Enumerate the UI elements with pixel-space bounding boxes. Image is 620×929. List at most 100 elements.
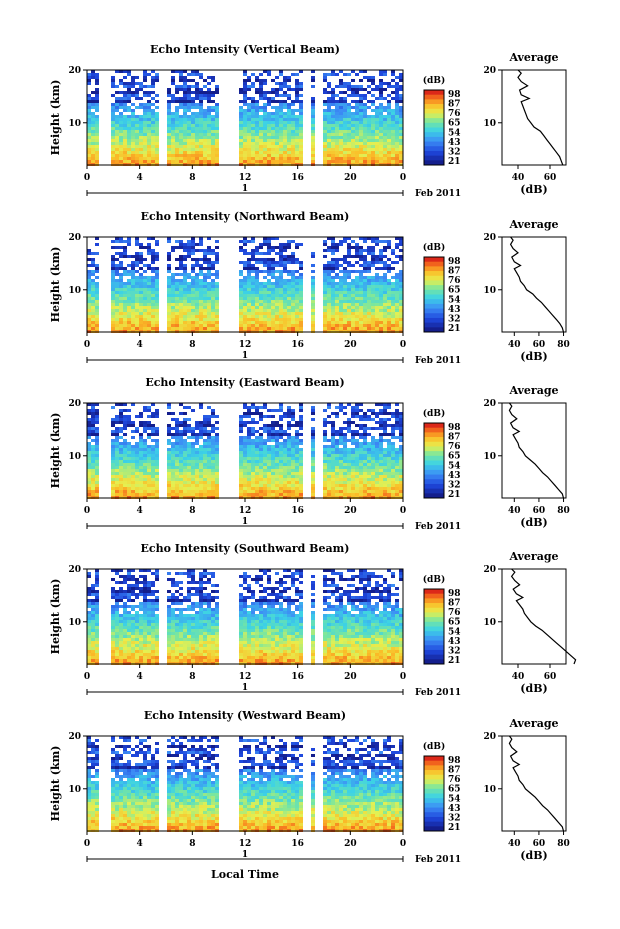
heatmap-cell [167, 121, 171, 124]
heatmap-cell [207, 127, 211, 130]
heatmap-cell [331, 439, 335, 442]
heatmap-cell [359, 409, 363, 412]
heatmap-cell [87, 115, 91, 118]
heatmap-cell [139, 246, 143, 249]
heatmap-cell [367, 127, 371, 130]
heatmap-cell [167, 154, 171, 157]
heatmap-cell [355, 285, 359, 288]
heatmap-cell [187, 315, 191, 318]
heatmap-cell [175, 457, 179, 460]
heatmap-cell [207, 285, 211, 288]
heatmap-cell [323, 130, 327, 133]
heatmap-cell [375, 142, 379, 145]
heatmap-cell [339, 297, 343, 300]
heatmap-cell [187, 481, 191, 484]
heatmap-cell [299, 306, 303, 309]
heatmap-cell [335, 288, 339, 291]
heatmap-cell [115, 145, 119, 148]
heatmap-cell [199, 445, 203, 448]
heatmap-cell [267, 148, 271, 151]
heatmap-cell [111, 448, 115, 451]
heatmap-cell [251, 442, 255, 445]
heatmap-cell [151, 490, 155, 493]
heatmap-cell [351, 484, 355, 487]
heatmap-cell [267, 97, 271, 100]
heatmap-cell [271, 88, 275, 91]
heatmap-cell [155, 445, 159, 448]
heatmap-cell [183, 472, 187, 475]
heatmap-cell [207, 469, 211, 472]
heatmap-cell [239, 142, 243, 145]
heatmap-cell [275, 246, 279, 249]
heatmap-cell [267, 121, 271, 124]
heatmap-cell [179, 303, 183, 306]
heatmap-cell [383, 121, 387, 124]
heatmap-cell [287, 484, 291, 487]
heatmap-cell [187, 487, 191, 490]
heatmap-cell [355, 130, 359, 133]
heatmap-cell [367, 324, 371, 327]
heatmap-cell [183, 127, 187, 130]
heatmap-cell [339, 451, 343, 454]
heatmap-cell [143, 145, 147, 148]
heatmap-cell [199, 312, 203, 315]
heatmap-cell [359, 148, 363, 151]
heatmap-cell [339, 97, 343, 100]
heatmap-cell [299, 442, 303, 445]
heatmap-cell [131, 79, 135, 82]
heatmap-cell [91, 484, 95, 487]
heatmap-cell [279, 324, 283, 327]
heatmap-cell [143, 448, 147, 451]
heatmap-cell [215, 273, 219, 276]
heatmap-cell [87, 160, 91, 163]
heatmap-cell [215, 487, 219, 490]
heatmap-cell [267, 318, 271, 321]
heatmap-cell [375, 306, 379, 309]
heatmap-cell [175, 106, 179, 109]
heatmap-cell [95, 139, 99, 142]
heatmap-cell [139, 106, 143, 109]
heatmap-cell [87, 487, 91, 490]
heatmap-cell [355, 109, 359, 112]
heatmap-cell [295, 97, 299, 100]
heatmap-cell [327, 112, 331, 115]
heatmap-cell [195, 243, 199, 246]
heatmap-cell [179, 478, 183, 481]
heatmap-cell [363, 418, 367, 421]
heatmap-cell [91, 472, 95, 475]
heatmap-cell [291, 151, 295, 154]
heatmap-cell [395, 151, 399, 154]
heatmap-cell [355, 457, 359, 460]
heatmap-cell [187, 160, 191, 163]
heatmap-cell [387, 115, 391, 118]
heatmap-cell [287, 324, 291, 327]
heatmap-cell [343, 270, 347, 273]
heatmap-cell [355, 475, 359, 478]
heatmap-cell [199, 124, 203, 127]
heatmap-cell [147, 288, 151, 291]
heatmap-cell [367, 160, 371, 163]
heatmap-cell [251, 145, 255, 148]
heatmap-cell [327, 315, 331, 318]
heatmap-cell [351, 472, 355, 475]
heatmap-cell [279, 127, 283, 130]
heatmap-cell [151, 136, 155, 139]
heatmap-cell [335, 73, 339, 76]
heatmap-cell [363, 312, 367, 315]
heatmap-cell [119, 282, 123, 285]
heatmap-cell [151, 318, 155, 321]
heatmap-cell [283, 115, 287, 118]
heatmap-cell [299, 282, 303, 285]
heatmap-cell [179, 321, 183, 324]
heatmap-cell [347, 148, 351, 151]
heatmap-cell [351, 270, 355, 273]
heatmap-cell [199, 270, 203, 273]
heatmap-cell [127, 151, 131, 154]
heatmap-cell [207, 109, 211, 112]
heatmap-cell [279, 475, 283, 478]
heatmap-cell [295, 466, 299, 469]
heatmap-cell [247, 312, 251, 315]
heatmap-cell [283, 255, 287, 258]
heatmap-cell [343, 133, 347, 136]
heatmap-cell [343, 121, 347, 124]
